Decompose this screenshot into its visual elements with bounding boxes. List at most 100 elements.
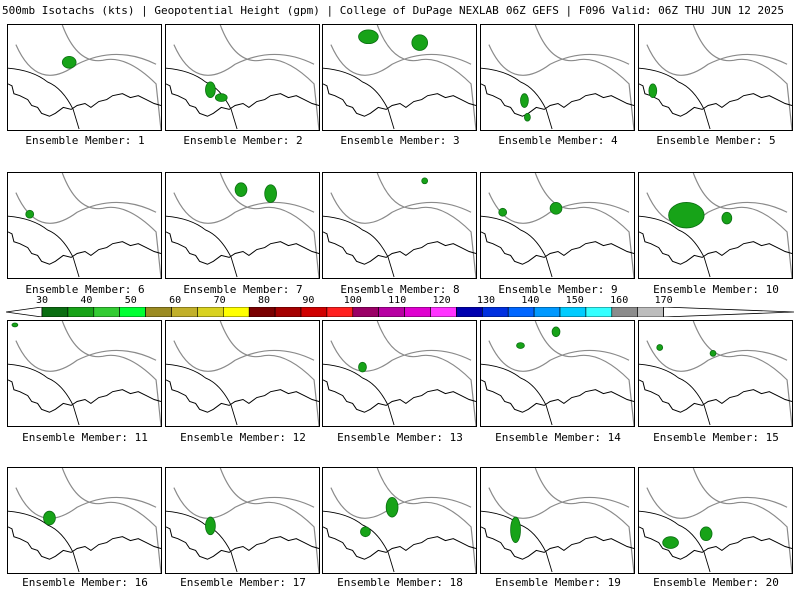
- ensemble-member-label: Ensemble Member: 8: [340, 283, 460, 296]
- height-contour-line: [219, 25, 319, 130]
- member-map-canvas: [481, 25, 634, 130]
- colorbar-swatch: [300, 307, 328, 317]
- colorbar-scale: [6, 307, 794, 317]
- ensemble-member-label: Ensemble Member: 2: [183, 134, 303, 147]
- map-header: 500mb Isotachs (kts) | Geopotential Heig…: [2, 3, 798, 19]
- colorbar-tick-label: 110: [388, 295, 407, 306]
- coastline: [323, 83, 476, 117]
- ensemble-member-map: [480, 467, 635, 574]
- colorbar-tick-label: 150: [565, 295, 584, 306]
- member-map-canvas: [8, 173, 161, 278]
- coastline: [166, 379, 319, 413]
- country-border-line: [166, 215, 238, 278]
- height-contour-line: [330, 487, 472, 519]
- height-contour-line: [488, 340, 630, 372]
- isotach-shading: [205, 516, 216, 536]
- isotach-shading: [656, 344, 664, 351]
- coastline: [166, 83, 319, 117]
- height-contour-line: [173, 487, 315, 519]
- coastline: [639, 526, 792, 560]
- coastline: [481, 526, 634, 560]
- colorbar-swatch: [430, 307, 457, 317]
- country-border-line: [639, 215, 711, 278]
- colorbar-swatch: [119, 307, 146, 317]
- colorbar-tick-label: 50: [124, 295, 137, 306]
- country-border-line: [8, 67, 80, 130]
- isotach-shading: [551, 326, 561, 338]
- height-contour-line: [173, 340, 315, 372]
- height-contour-line: [219, 321, 319, 426]
- ensemble-member-map: [322, 172, 477, 279]
- country-border-line: [481, 67, 553, 130]
- colorbar-tick-label: 90: [302, 295, 315, 306]
- ensemble-member-label: Ensemble Member: 7: [183, 283, 303, 296]
- coastline: [481, 83, 634, 117]
- colorbar-swatch: [404, 307, 431, 317]
- height-contour-line: [61, 25, 161, 130]
- height-contour-line: [646, 340, 788, 372]
- colorbar-tick-label: 40: [80, 295, 93, 306]
- height-contour-line: [488, 487, 630, 519]
- colorbar-tick-label: 160: [610, 295, 629, 306]
- ensemble-member-map: [165, 172, 320, 279]
- isotach-shading: [214, 93, 228, 102]
- colorbar-tick-label: 140: [521, 295, 540, 306]
- colorbar-swatch: [248, 307, 276, 317]
- member-map-canvas: [323, 173, 476, 278]
- isotach-shading: [358, 361, 367, 373]
- isotach-shading: [411, 34, 429, 51]
- ensemble-member-label: Ensemble Member: 12: [180, 431, 306, 444]
- coastline: [166, 526, 319, 560]
- height-contour-line: [15, 44, 157, 76]
- ensemble-member-map: [165, 24, 320, 131]
- colorbar-swatch: [326, 307, 354, 317]
- coastline: [639, 83, 792, 117]
- height-contour-line: [534, 321, 634, 426]
- coastline: [8, 379, 161, 413]
- ensemble-member-map: [480, 320, 635, 427]
- country-border-line: [323, 67, 395, 130]
- colorbar-tick-label: 70: [213, 295, 226, 306]
- member-map-canvas: [323, 25, 476, 130]
- isotach-shading: [699, 526, 713, 542]
- colorbar-swatch: [456, 307, 483, 317]
- colorbar-swatch: [481, 307, 509, 317]
- ensemble-member-map: [165, 320, 320, 427]
- coastline: [8, 83, 161, 117]
- colorbar-tick-labels: 30 40 50 60 70 80 90 100 110 120 130 140 150 160 170: [6, 295, 794, 306]
- colorbar-swatch: [533, 307, 561, 317]
- ensemble-member-map: [7, 24, 162, 131]
- ensemble-member-label: Ensemble Member: 18: [337, 576, 463, 589]
- colorbar-swatch: [637, 307, 664, 317]
- ensemble-member-label: Ensemble Member: 1: [25, 134, 145, 147]
- colorbar-swatch: [378, 307, 405, 317]
- member-map-canvas: [8, 321, 161, 426]
- isotach-shading: [510, 516, 521, 543]
- country-border-line: [323, 363, 395, 426]
- isotach-shading: [648, 83, 658, 99]
- colorbar-swatch: [223, 307, 250, 317]
- colorbar-tick-label: 30: [35, 295, 49, 306]
- isotach-shading: [205, 81, 216, 99]
- height-contour-line: [330, 44, 472, 76]
- colorbar-swatch: [67, 307, 95, 317]
- colorbar-left-arrow: [6, 307, 43, 317]
- ensemble-member-map: [7, 320, 162, 427]
- member-map-canvas: [481, 468, 634, 573]
- ensemble-member-label: Ensemble Member: 6: [25, 283, 145, 296]
- isotach-shading: [358, 29, 379, 45]
- colorbar-swatch: [41, 307, 69, 317]
- member-map-canvas: [481, 173, 634, 278]
- ensemble-member-map: [638, 24, 793, 131]
- height-contour-line: [15, 487, 157, 519]
- colorbar-tick-label: 60: [169, 295, 182, 306]
- member-map-canvas: [639, 321, 792, 426]
- ensemble-member-label: Ensemble Member: 10: [653, 283, 779, 296]
- country-border-line: [166, 67, 238, 130]
- isotach-shading: [520, 93, 529, 108]
- height-contour-line: [330, 192, 472, 224]
- isotach-shading: [25, 209, 35, 219]
- colorbar-swatch: [352, 307, 379, 317]
- member-map-canvas: [639, 468, 792, 573]
- ensemble-member-label: Ensemble Member: 19: [495, 576, 621, 589]
